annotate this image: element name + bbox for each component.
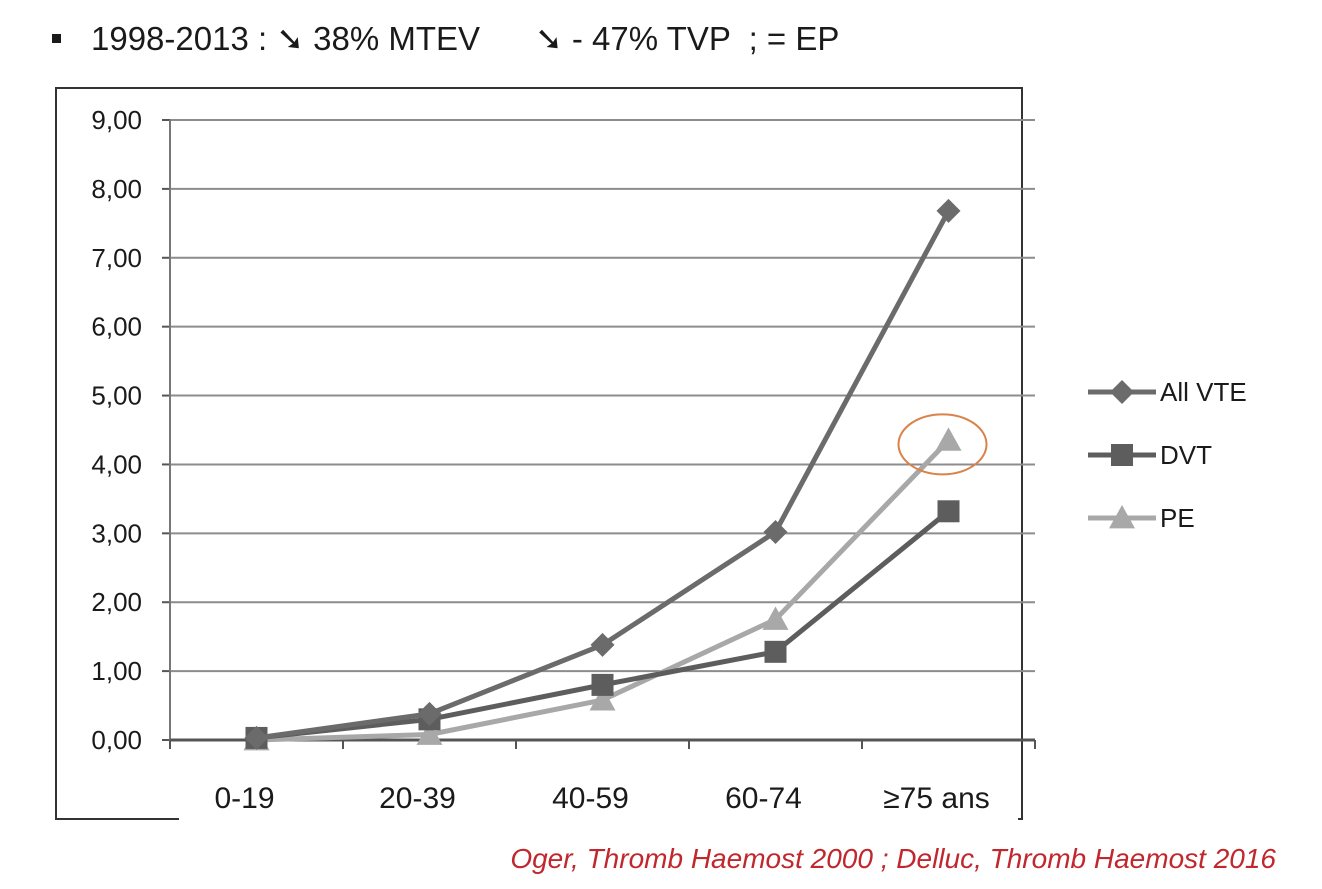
chart-frame-bottom-right — [1018, 818, 1023, 820]
x-tick-label: 60-74 — [725, 782, 802, 815]
gridlines — [170, 119, 1035, 673]
y-tick-label: 3,00 — [91, 518, 142, 548]
y-tick-label: 8,00 — [91, 174, 142, 204]
header-period: 1998-2013 : — [91, 20, 277, 57]
series-line-all-vte — [256, 209, 951, 741]
data-point-all-vte — [590, 632, 615, 657]
legend-label-all-vte: All VTE — [1160, 377, 1247, 407]
legend-label-pe: PE — [1160, 503, 1195, 533]
y-tick-label: 1,00 — [91, 656, 142, 686]
data-point-all-vte — [936, 198, 961, 223]
x-tick-label: 0-19 — [214, 782, 274, 815]
y-tick-label: 5,00 — [91, 381, 142, 411]
data-point-dvt — [937, 500, 960, 523]
down-arrow-icon: ➘ — [535, 20, 563, 57]
legend-marker-all-vte — [1110, 380, 1134, 404]
data-point-pe — [589, 687, 616, 711]
chart-frame-bottom-left — [55, 818, 179, 820]
data-point-all-vte — [417, 701, 442, 726]
legend-label-dvt: DVT — [1160, 440, 1212, 470]
highlight-circle — [897, 413, 988, 476]
chart-frame — [55, 87, 1023, 820]
bullet-icon — [52, 33, 61, 43]
data-point-dvt — [591, 673, 614, 696]
series-lines — [243, 198, 962, 751]
data-point-dvt — [764, 640, 787, 663]
legend-marker-pe — [1109, 505, 1135, 529]
legend: All VTE DVT PE — [1088, 377, 1247, 533]
y-tick-label: 2,00 — [91, 587, 142, 617]
data-point-pe — [416, 721, 443, 745]
down-arrow-icon: ➘ — [276, 20, 304, 57]
citation: Oger, Thromb Haemost 2000 ; Delluc, Thro… — [510, 843, 1276, 874]
axes: 0,00 1,00 2,00 3,00 4,00 5,00 6,00 7,00 8,00 9,00… — [91, 105, 1036, 815]
y-tick-label: 6,00 — [91, 312, 142, 342]
y-tick-label: 0,00 — [91, 725, 142, 755]
legend-marker-dvt — [1111, 444, 1133, 466]
data-point-pe — [762, 606, 789, 630]
data-point-all-vte — [244, 725, 269, 750]
slide-header: 1998-2013 : ➘ 38% MTEV ➘ - 47% TVP ; = E… — [52, 14, 839, 64]
header-tvp-ep: - 47% TVP ; = EP — [562, 20, 840, 57]
annotations — [897, 413, 988, 476]
y-tick-label: 4,00 — [91, 449, 142, 479]
data-point-pe — [935, 427, 962, 451]
x-tick-label: 40-59 — [552, 782, 629, 815]
y-tick-label: 9,00 — [91, 105, 142, 135]
y-tick-label: 7,00 — [91, 243, 142, 273]
x-tick-label: 20-39 — [379, 782, 456, 815]
x-tick-label: ≥75 ans — [883, 782, 990, 815]
header-mtev: 38% MTEV — [303, 20, 536, 57]
data-point-all-vte — [763, 519, 788, 544]
